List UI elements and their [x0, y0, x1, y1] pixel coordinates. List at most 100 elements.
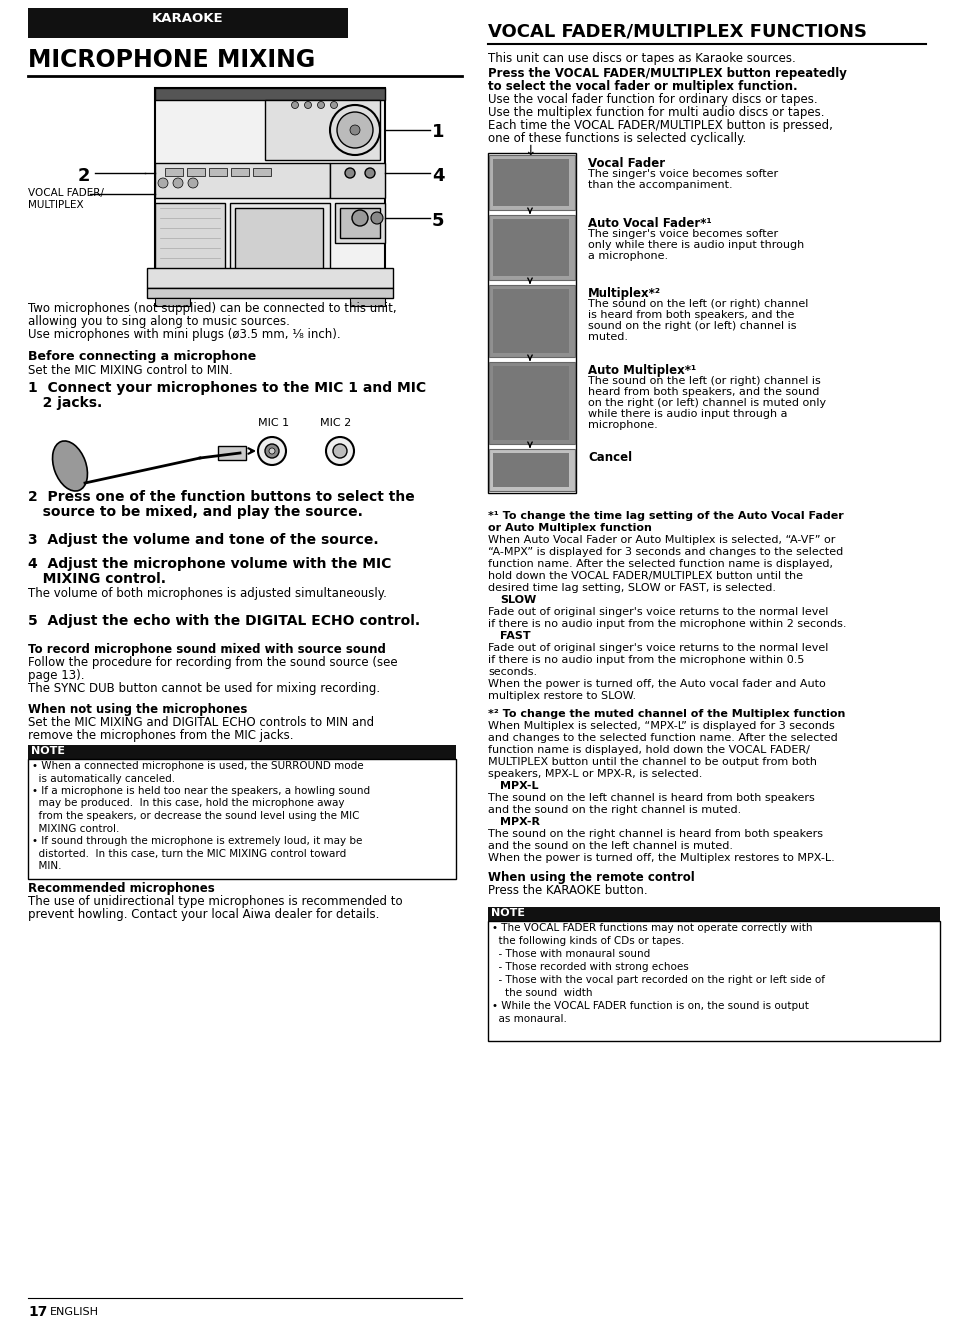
Text: When the power is turned off, the Auto vocal fader and Auto: When the power is turned off, the Auto v…: [488, 679, 825, 690]
Text: microphone.: microphone.: [587, 420, 657, 430]
Text: Cancel: Cancel: [587, 451, 632, 465]
Bar: [489, 155, 575, 210]
Circle shape: [292, 102, 298, 108]
Text: The singer's voice becomes softer: The singer's voice becomes softer: [587, 229, 778, 238]
Text: 1: 1: [432, 123, 444, 141]
Text: 2 jacks.: 2 jacks.: [28, 396, 102, 410]
Text: • When a connected microphone is used, the SURROUND mode: • When a connected microphone is used, t…: [32, 761, 363, 771]
Text: NOTE: NOTE: [30, 746, 65, 757]
Bar: [493, 159, 568, 206]
Text: Auto Vocal Fader*¹: Auto Vocal Fader*¹: [587, 217, 711, 230]
Text: and the sound on the right channel is muted.: and the sound on the right channel is mu…: [488, 805, 740, 815]
Text: if there is no audio input from the microphone within 0.5: if there is no audio input from the micr…: [488, 655, 803, 665]
Text: *² To change the muted channel of the Multiplex function: *² To change the muted channel of the Mu…: [488, 708, 844, 719]
Text: allowing you to sing along to music sources.: allowing you to sing along to music sour…: [28, 315, 290, 328]
Bar: [154, 204, 225, 279]
Circle shape: [188, 178, 198, 187]
Text: muted.: muted.: [587, 332, 627, 341]
Circle shape: [365, 167, 375, 178]
Text: FAST: FAST: [499, 631, 530, 641]
Bar: [493, 366, 568, 441]
Text: Set the MIC MIXING control to MIN.: Set the MIC MIXING control to MIN.: [28, 364, 233, 378]
Text: from the speakers, or decrease the sound level using the MIC: from the speakers, or decrease the sound…: [32, 811, 359, 821]
Text: desired time lag setting, SLOW or FAST, is selected.: desired time lag setting, SLOW or FAST, …: [488, 582, 775, 593]
Text: multiplex restore to SLOW.: multiplex restore to SLOW.: [488, 691, 636, 702]
Text: The volume of both microphones is adjusted simultaneously.: The volume of both microphones is adjust…: [28, 586, 387, 600]
Text: page 13).: page 13).: [28, 670, 85, 682]
Circle shape: [326, 437, 354, 465]
Text: Use the vocal fader function for ordinary discs or tapes.: Use the vocal fader function for ordinar…: [488, 92, 817, 106]
Text: may be produced.  In this case, hold the microphone away: may be produced. In this case, hold the …: [32, 798, 344, 809]
Text: function name. After the selected function name is displayed,: function name. After the selected functi…: [488, 558, 832, 569]
Text: VOCAL FADER/: VOCAL FADER/: [28, 187, 104, 198]
Text: or Auto Multiplex function: or Auto Multiplex function: [488, 524, 651, 533]
Text: Two microphones (not supplied) can be connected to this unit,: Two microphones (not supplied) can be co…: [28, 303, 396, 315]
Text: Press the KARAOKE button.: Press the KARAOKE button.: [488, 884, 647, 897]
Circle shape: [336, 112, 373, 149]
Text: source to be mixed, and play the source.: source to be mixed, and play the source.: [28, 505, 362, 520]
Circle shape: [333, 445, 347, 458]
Text: is automatically canceled.: is automatically canceled.: [32, 774, 175, 783]
Circle shape: [158, 178, 168, 187]
Bar: [154, 163, 330, 198]
Text: ↓: ↓: [523, 145, 536, 158]
Text: The singer's voice becomes softer: The singer's voice becomes softer: [587, 169, 778, 179]
Ellipse shape: [52, 441, 88, 491]
Text: prevent howling. Contact your local Aiwa dealer for details.: prevent howling. Contact your local Aiwa…: [28, 908, 379, 921]
Text: the sound  width: the sound width: [492, 988, 592, 998]
Text: KARAOKE: KARAOKE: [152, 12, 224, 25]
Text: while there is audio input through a: while there is audio input through a: [587, 408, 786, 419]
Bar: [28, 744, 456, 759]
Text: Fade out of original singer's voice returns to the normal level: Fade out of original singer's voice retu…: [488, 643, 827, 653]
Text: To record microphone sound mixed with source sound: To record microphone sound mixed with so…: [28, 643, 385, 656]
Text: When not using the microphones: When not using the microphones: [28, 703, 247, 716]
Text: if there is no audio input from the microphone within 2 seconds.: if there is no audio input from the micr…: [488, 619, 845, 629]
Text: the following kinds of CDs or tapes.: the following kinds of CDs or tapes.: [492, 936, 683, 945]
Text: “A-MPX” is displayed for 3 seconds and changes to the selected: “A-MPX” is displayed for 3 seconds and c…: [488, 548, 842, 557]
Text: Auto Multiplex*¹: Auto Multiplex*¹: [587, 364, 696, 378]
Text: is heard from both speakers, and the: is heard from both speakers, and the: [587, 311, 794, 320]
Bar: [253, 167, 271, 175]
Text: SLOW: SLOW: [499, 595, 536, 605]
Bar: [493, 220, 568, 276]
Text: - Those with the vocal part recorded on the right or left side of: - Those with the vocal part recorded on …: [492, 975, 824, 986]
Text: - Those recorded with strong echoes: - Those recorded with strong echoes: [492, 961, 688, 972]
Text: NOTE: NOTE: [491, 908, 524, 919]
Bar: [234, 208, 323, 272]
Bar: [488, 153, 576, 493]
Circle shape: [269, 449, 274, 454]
Bar: [265, 100, 379, 159]
Bar: [488, 921, 939, 1040]
Text: only while there is audio input through: only while there is audio input through: [587, 240, 803, 250]
Text: The sound on the left (or right) channel is: The sound on the left (or right) channel…: [587, 376, 820, 386]
Text: MIXING control.: MIXING control.: [28, 572, 166, 586]
Bar: [165, 167, 183, 175]
Circle shape: [345, 167, 355, 178]
Bar: [350, 299, 385, 307]
Text: Press the VOCAL FADER/MULTIPLEX button repeatedly: Press the VOCAL FADER/MULTIPLEX button r…: [488, 67, 846, 80]
Bar: [154, 299, 190, 307]
Bar: [330, 163, 385, 198]
Text: MULTIPLEX: MULTIPLEX: [28, 200, 84, 210]
Text: MPX-R: MPX-R: [499, 817, 539, 828]
Text: The sound on the right channel is heard from both speakers: The sound on the right channel is heard …: [488, 829, 822, 840]
Circle shape: [317, 102, 324, 108]
Text: MIN.: MIN.: [32, 861, 61, 870]
Bar: [489, 362, 575, 445]
Text: ENGLISH: ENGLISH: [50, 1307, 99, 1318]
Bar: [209, 167, 227, 175]
Text: 4  Adjust the microphone volume with the MIC: 4 Adjust the microphone volume with the …: [28, 557, 391, 570]
Bar: [493, 453, 568, 487]
Bar: [154, 88, 385, 100]
Text: MIC 1: MIC 1: [257, 418, 289, 428]
Text: one of these functions is selected cyclically.: one of these functions is selected cycli…: [488, 133, 745, 145]
Text: • If sound through the microphone is extremely loud, it may be: • If sound through the microphone is ext…: [32, 836, 362, 846]
Text: 2: 2: [78, 167, 91, 185]
Bar: [493, 289, 568, 353]
Bar: [489, 449, 575, 491]
Circle shape: [350, 125, 359, 135]
Text: When the power is turned off, the Multiplex restores to MPX-L.: When the power is turned off, the Multip…: [488, 853, 834, 864]
Text: *¹ To change the time lag setting of the Auto Vocal Fader: *¹ To change the time lag setting of the…: [488, 511, 842, 521]
Text: function name is displayed, hold down the VOCAL FADER/: function name is displayed, hold down th…: [488, 744, 809, 755]
Text: Each time the VOCAL FADER/MULTIPLEX button is pressed,: Each time the VOCAL FADER/MULTIPLEX butt…: [488, 119, 832, 133]
